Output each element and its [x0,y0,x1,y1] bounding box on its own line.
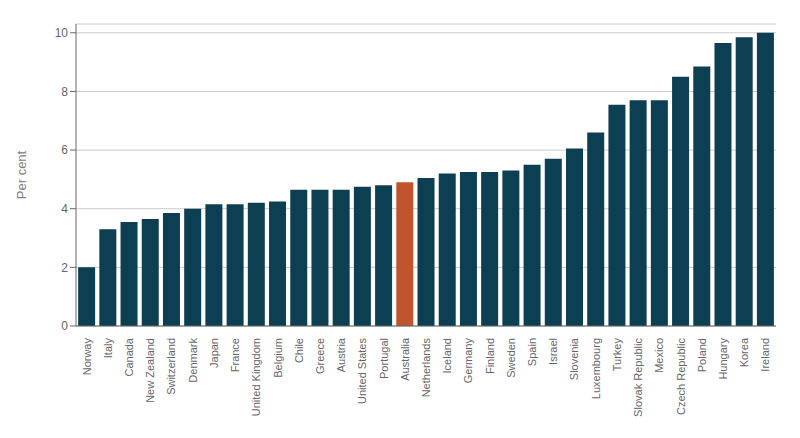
svg-text:Austria: Austria [335,337,347,372]
svg-text:Mexico: Mexico [653,338,665,373]
svg-text:Slovenia: Slovenia [568,337,580,380]
svg-text:Luxembourg: Luxembourg [590,338,602,399]
svg-text:Spain: Spain [526,338,538,366]
svg-text:Portugal: Portugal [378,338,390,379]
svg-text:Netherlands: Netherlands [420,338,432,398]
svg-text:Slovak Republic: Slovak Republic [632,338,644,417]
svg-text:6: 6 [61,143,68,157]
svg-text:8: 8 [61,85,68,99]
svg-text:Denmark: Denmark [187,338,199,383]
svg-text:Japan: Japan [208,338,220,368]
svg-text:France: France [229,338,241,372]
svg-text:Finland: Finland [484,338,496,374]
svg-text:New Zealand: New Zealand [144,338,156,403]
svg-text:Sweden: Sweden [505,338,517,378]
svg-text:2: 2 [61,261,68,275]
svg-text:0: 0 [61,319,68,333]
svg-text:Iceland: Iceland [441,338,453,373]
svg-text:Belgium: Belgium [272,338,284,378]
svg-text:Norway: Norway [81,338,93,376]
svg-text:Australia: Australia [399,337,411,381]
svg-text:10: 10 [55,26,69,40]
svg-text:United Kingdom: United Kingdom [250,338,262,416]
svg-text:Hungary: Hungary [717,338,729,380]
svg-text:Korea: Korea [738,337,750,367]
svg-text:Canada: Canada [123,337,135,376]
svg-text:Per cent: Per cent [14,150,29,199]
svg-text:4: 4 [61,202,68,216]
svg-text:Ireland: Ireland [759,338,771,372]
svg-text:Czech Republic: Czech Republic [675,338,687,416]
svg-text:United States: United States [356,338,368,405]
svg-text:Switzerland: Switzerland [165,338,177,395]
svg-text:Chile: Chile [293,338,305,363]
svg-text:Turkey: Turkey [611,338,623,372]
svg-text:Poland: Poland [696,338,708,372]
svg-text:Germany: Germany [462,338,474,384]
svg-text:Greece: Greece [314,338,326,374]
svg-text:Israel: Israel [547,338,559,365]
svg-text:Italy: Italy [102,338,114,359]
